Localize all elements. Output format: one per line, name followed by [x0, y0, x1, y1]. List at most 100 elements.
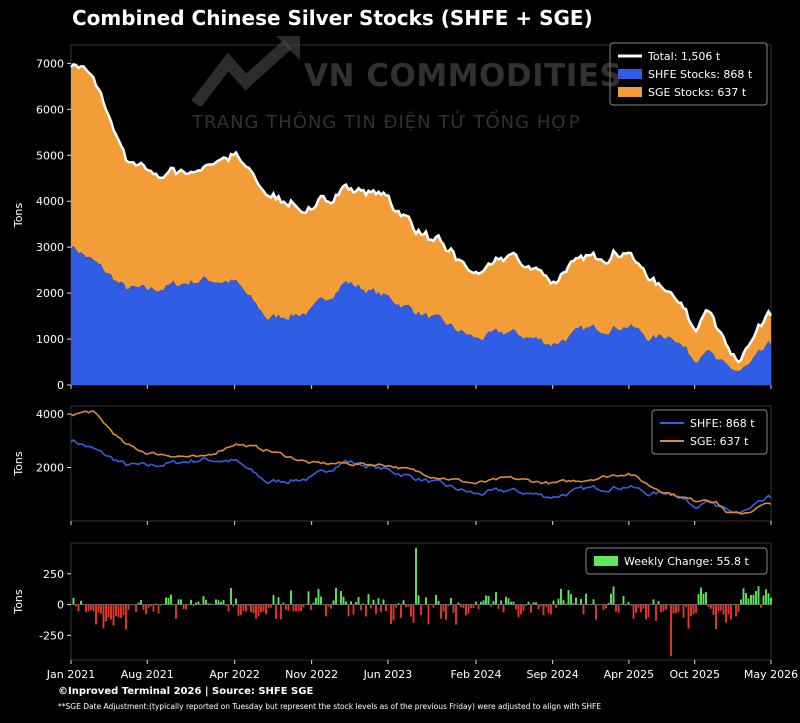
weekly-change-bar [612, 586, 615, 605]
weekly-change-bar [662, 604, 665, 612]
weekly-change-bar [565, 603, 567, 605]
weekly-change-bar [377, 598, 380, 605]
weekly-change-bar [595, 604, 597, 620]
weekly-change-bar [375, 604, 377, 615]
weekly-change-bar [410, 604, 412, 617]
weekly-change-bar [740, 599, 742, 605]
weekly-change-bar [95, 604, 97, 625]
weekly-change-bar [302, 604, 305, 608]
weekly-change-bar [315, 597, 317, 605]
y-tick-label: -250 [39, 629, 64, 642]
weekly-change-bar [705, 592, 707, 605]
weekly-change-bar [85, 604, 87, 613]
weekly-change-bar [265, 604, 267, 615]
weekly-change-bar [635, 604, 637, 613]
weekly-change-bar [230, 588, 232, 605]
weekly-change-bar [87, 604, 90, 612]
weekly-change-bar [465, 604, 467, 616]
weekly-change-bar [182, 604, 185, 610]
weekly-change-bar [245, 604, 247, 612]
sge-area [71, 64, 771, 372]
weekly-change-bar [320, 596, 322, 605]
sge-line [70, 410, 772, 515]
weekly-change-bar [582, 604, 585, 615]
weekly-change-bar [365, 604, 367, 617]
weekly-change-bar [457, 602, 460, 605]
weekly-change-bar [645, 604, 647, 620]
weekly-change-bar [392, 604, 395, 621]
weekly-change-bar [485, 595, 487, 605]
weekly-change-bar [547, 604, 550, 614]
weekly-change-bar [420, 604, 422, 616]
x-tick-label: Apr 2022 [209, 668, 260, 681]
weekly-change-bar [372, 599, 375, 605]
footer-source: ©Inproved Terminal 2026 | Source: SHFE S… [58, 686, 314, 697]
weekly-change-bar [657, 601, 660, 605]
weekly-change-bar [692, 604, 695, 615]
weekly-change-bar [755, 591, 757, 605]
weekly-change-bar [502, 604, 505, 613]
weekly-change-bar [297, 604, 300, 612]
weekly-change-bar [92, 604, 95, 612]
weekly-change-bar [445, 604, 447, 620]
weekly-change-bar [165, 597, 167, 605]
weekly-change-bar [765, 589, 767, 605]
weekly-change-bar [747, 598, 750, 605]
weekly-change-bar [390, 604, 392, 624]
weekly-change-bar [350, 601, 352, 605]
weekly-change-bar [482, 600, 485, 605]
weekly-change-bar [167, 597, 170, 605]
weekly-change-bar [757, 586, 760, 605]
weekly-change-bar [360, 604, 362, 611]
weekly-change-bar [670, 604, 672, 657]
total-line [70, 62, 773, 364]
weekly-change-bar [110, 604, 112, 620]
weekly-change-bar [607, 603, 610, 605]
y-tick-label: 2000 [36, 287, 64, 300]
weekly-change-bar [432, 604, 435, 608]
weekly-change-bar [220, 601, 222, 605]
y-tick-label: 1000 [36, 333, 64, 346]
y-axis-label: Tons [12, 451, 25, 477]
weekly-change-bar [450, 598, 452, 605]
weekly-change-bar [282, 602, 285, 605]
weekly-change-bar [125, 604, 127, 630]
weekly-change-bar [277, 597, 280, 605]
weekly-change-bar [730, 604, 732, 620]
weekly-change-bar [317, 588, 320, 605]
weekly-change-bar [510, 601, 512, 605]
weekly-change-bar [185, 604, 187, 610]
y-axis-label: Tons [12, 203, 25, 229]
weekly-change-bar [250, 604, 252, 613]
weekly-change-bar [127, 604, 130, 610]
weekly-change-bar [247, 604, 250, 607]
weekly-change-bar [342, 596, 345, 605]
weekly-change-bar [210, 603, 212, 605]
weekly-change-bar [217, 600, 220, 605]
weekly-change-bar [140, 600, 142, 605]
weekly-change-bar [330, 604, 332, 609]
weekly-change-bar [575, 597, 577, 605]
weekly-change-bar [235, 598, 237, 605]
weekly-change-bar [327, 604, 330, 607]
weekly-change-bar [270, 604, 272, 608]
weekly-change-bar [647, 604, 650, 617]
weekly-change-bar [100, 604, 102, 614]
weekly-change-bar [672, 604, 675, 614]
weekly-change-bar [417, 595, 420, 605]
weekly-change-bar [562, 600, 565, 605]
weekly-change-bar [357, 596, 360, 605]
weekly-change-bar [717, 604, 720, 611]
weekly-change-bar [280, 604, 282, 620]
weekly-change-bar [275, 604, 277, 619]
weekly-change-bar [652, 599, 655, 605]
weekly-change-bar [295, 604, 297, 612]
weekly-change-bar [707, 604, 710, 607]
weekly-change-bar [632, 604, 635, 619]
weekly-change-bar [72, 597, 75, 605]
weekly-change-bar [425, 597, 427, 605]
weekly-change-bar [407, 604, 410, 607]
weekly-change-bar [527, 601, 530, 605]
weekly-change-bar [362, 603, 365, 605]
weekly-change-bar [427, 604, 430, 625]
